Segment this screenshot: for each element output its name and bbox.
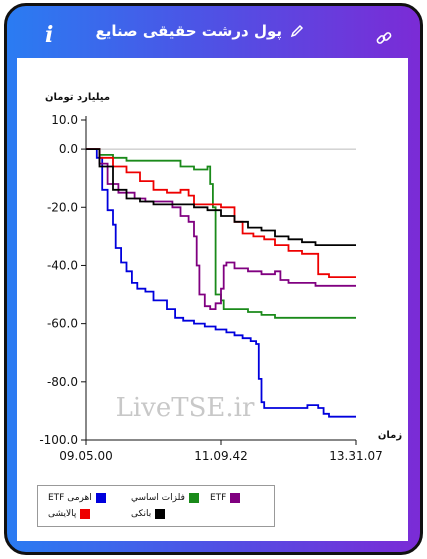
legend-item-etf[interactable]: ETF [210,493,241,503]
y-tick-label: 0.0 [59,142,78,156]
pencil-icon[interactable] [290,24,304,38]
series-line-0 [86,148,356,418]
x-tick-label: 09.05.00 [59,449,112,463]
link-icon[interactable] [376,30,392,46]
legend-label: بانکی [131,509,152,519]
x-tick-label: 13.31.07 [329,449,382,463]
y-tick-label: -60.0 [47,317,78,331]
x-tick-label: 11.09.42 [194,449,247,463]
legend-swatch [188,493,199,503]
y-axis-label: میلیارد تومان [45,92,110,103]
x-axis-label: زمان [378,430,402,441]
legend-item-etf-leveraged[interactable]: اهرمی ETF [48,493,106,503]
chart-panel: میلیارد تومان 10.0 0.0 -20.0 -40.0 -60.0 -80.0… [17,58,408,541]
legend-swatch [95,493,106,503]
series-line-3 [86,148,356,278]
line-chart: میلیارد تومان 10.0 0.0 -20.0 -40.0 -60.0 -80.0… [39,92,402,463]
legend-label: ETF [210,493,227,503]
page-title: پول درشت حقیقی صنایع [95,22,282,40]
legend-item-basic-metals[interactable]: فلزات اساسي [131,493,199,503]
legend-swatch [155,509,166,519]
legend-label: پالایشی [48,509,77,519]
series-line-1 [86,148,356,319]
y-tick-label: -40.0 [47,258,78,272]
legend: اهرمی ETF فلزات اساسي ETF پالایشی بانکی [37,485,275,527]
legend-item-refinery[interactable]: پالایشی [48,509,91,519]
series-line-4 [86,148,356,246]
card-header: i پول درشت حقیقی صنایع [7,6,420,58]
y-tick-label: -20.0 [47,200,78,214]
legend-swatch [230,493,241,503]
legend-swatch [80,509,91,519]
series-line-2 [86,148,356,310]
y-tick-label: -80.0 [47,375,78,389]
legend-label: فلزات اساسي [131,493,185,503]
legend-label: اهرمی ETF [48,493,92,503]
info-icon[interactable]: i [45,22,54,48]
title-group: پول درشت حقیقی صنایع [95,22,304,40]
legend-item-banking[interactable]: بانکی [131,509,166,519]
y-tick-label: 10.0 [51,113,78,127]
watermark-text: LiveTSE.ir [116,393,255,423]
chart-card: i پول درشت حقیقی صنایع میلیارد تومان 10.0… [4,3,423,555]
y-tick-label: -100.0 [39,433,78,447]
